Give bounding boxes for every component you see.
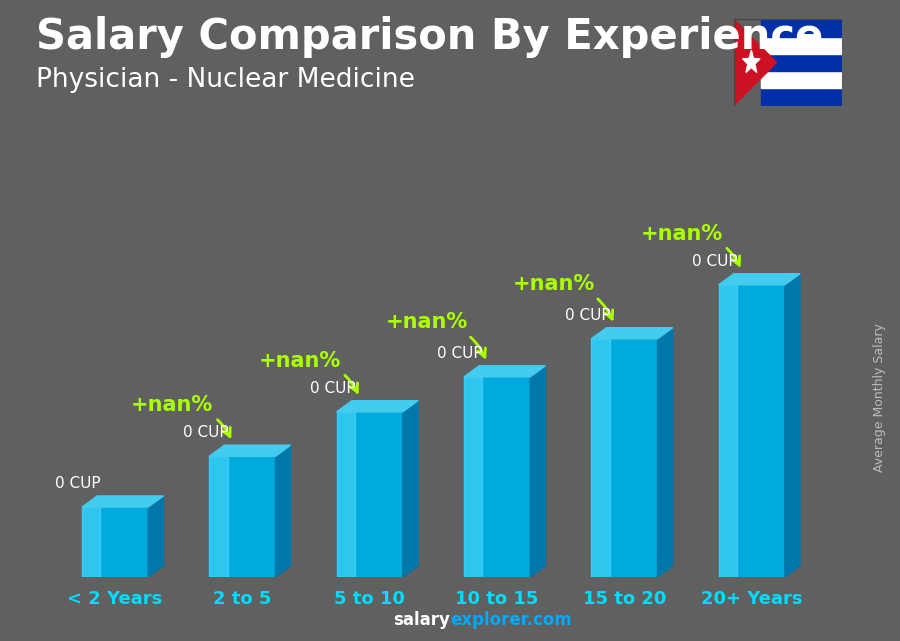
Bar	[760, 88, 842, 106]
Bar	[464, 377, 530, 577]
Polygon shape	[530, 366, 545, 577]
Text: Average Monthly Salary: Average Monthly Salary	[874, 323, 886, 472]
Bar	[760, 71, 842, 88]
Bar	[464, 377, 482, 577]
Bar	[760, 37, 842, 54]
Bar	[82, 507, 148, 577]
Bar	[718, 285, 737, 577]
Polygon shape	[734, 19, 777, 106]
Bar	[337, 412, 403, 577]
Text: +nan%: +nan%	[258, 351, 357, 392]
Polygon shape	[591, 328, 672, 339]
Polygon shape	[403, 401, 418, 577]
Text: Physician - Nuclear Medicine: Physician - Nuclear Medicine	[36, 67, 415, 94]
Bar	[82, 507, 101, 577]
Text: 0 CUP: 0 CUP	[310, 381, 356, 396]
Polygon shape	[82, 496, 164, 507]
Polygon shape	[464, 366, 545, 377]
Bar	[337, 412, 356, 577]
Bar	[718, 285, 785, 577]
Bar	[210, 456, 275, 577]
Polygon shape	[718, 274, 800, 285]
Bar	[591, 339, 658, 577]
Text: +nan%: +nan%	[641, 224, 740, 265]
Polygon shape	[337, 401, 419, 412]
Text: 0 CUP: 0 CUP	[564, 308, 610, 323]
Polygon shape	[210, 445, 291, 456]
Polygon shape	[742, 50, 760, 72]
Bar	[591, 339, 610, 577]
Text: +nan%: +nan%	[131, 395, 230, 437]
Polygon shape	[148, 496, 164, 577]
Polygon shape	[785, 274, 800, 577]
Text: explorer.com: explorer.com	[450, 612, 572, 629]
Bar	[760, 54, 842, 71]
Text: 0 CUP: 0 CUP	[692, 254, 738, 269]
Text: +nan%: +nan%	[513, 274, 613, 319]
Text: 0 CUP: 0 CUP	[55, 476, 101, 491]
Polygon shape	[275, 445, 291, 577]
Text: salary: salary	[393, 612, 450, 629]
Bar	[210, 456, 228, 577]
Text: 0 CUP: 0 CUP	[437, 346, 483, 361]
Text: 0 CUP: 0 CUP	[183, 426, 229, 440]
Text: +nan%: +nan%	[386, 312, 485, 357]
Text: Salary Comparison By Experience: Salary Comparison By Experience	[36, 16, 824, 58]
Polygon shape	[658, 328, 672, 577]
Bar	[760, 19, 842, 37]
